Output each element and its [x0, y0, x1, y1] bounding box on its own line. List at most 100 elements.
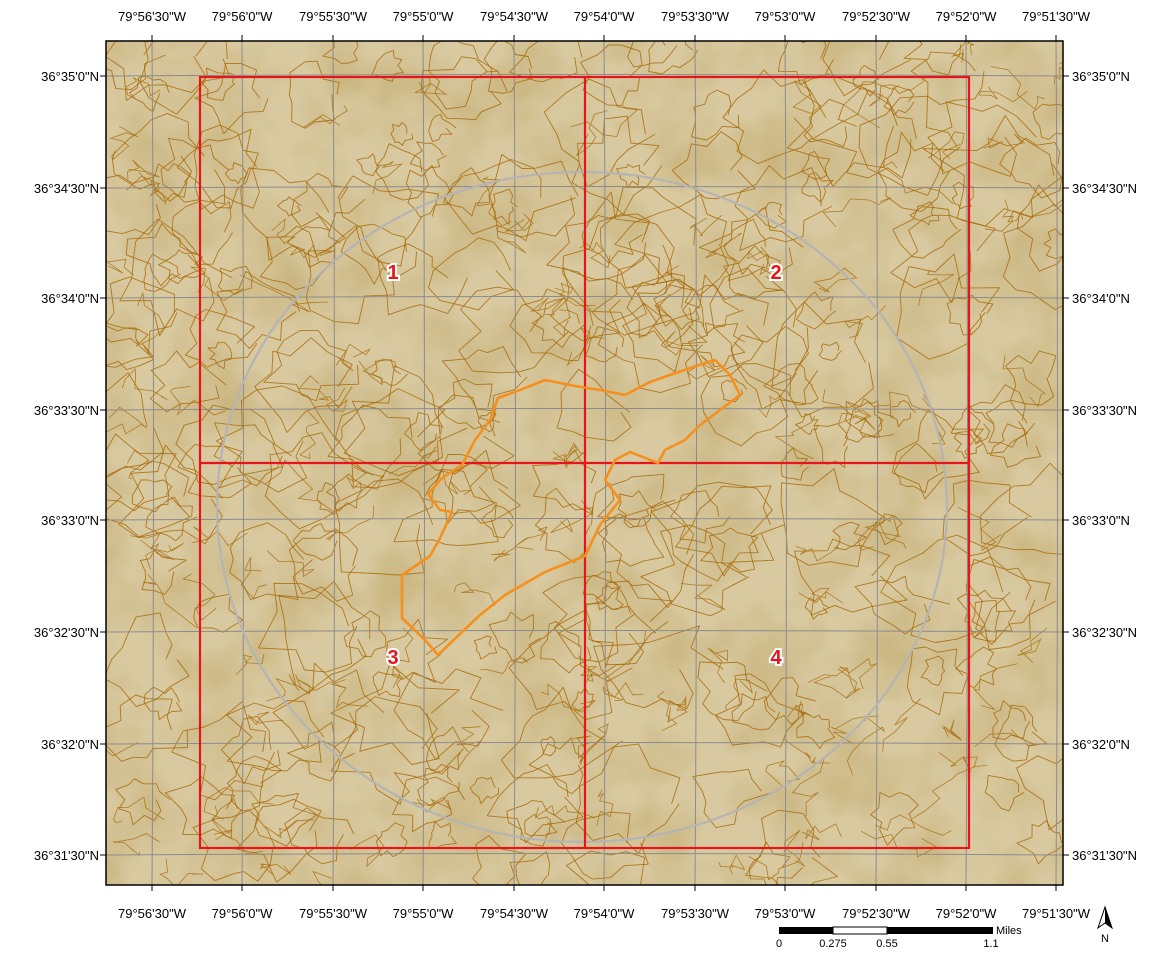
contour-line [1032, 103, 1063, 140]
contour-line [1005, 350, 1057, 406]
longitude-label-bottom: 79°56'0"W [212, 906, 273, 921]
contour-line [288, 528, 359, 602]
contour-line [393, 468, 499, 546]
contour-line [674, 485, 784, 577]
contour-line [648, 41, 699, 75]
latitude-label-right: 36°35'0"N [1072, 69, 1130, 84]
contour-line [303, 105, 348, 128]
contour-line [118, 444, 224, 545]
longitude-labels-bottom: 79°56'30"W 79°56'0"W 79°55'30"W 79°55'0"W 79… [118, 906, 1091, 921]
contour-line [1043, 228, 1063, 260]
contour-line [422, 470, 472, 496]
latitude-label-left: 36°33'0"N [41, 513, 99, 528]
contour-line [838, 412, 876, 431]
contour-line [566, 327, 605, 367]
contour-line [393, 668, 504, 760]
longitude-label-bottom: 79°52'0"W [936, 906, 997, 921]
contour-line [705, 232, 742, 259]
contour-line [358, 358, 397, 386]
contour-line [614, 194, 729, 296]
contour-line [491, 546, 534, 562]
contour-line [106, 325, 154, 371]
contour-line [428, 41, 498, 110]
contour-line [217, 265, 254, 295]
contour-line [528, 737, 584, 795]
contour-line [106, 406, 148, 435]
latitude-label-right: 36°32'30"N [1072, 625, 1137, 640]
contour-line [747, 250, 771, 276]
longitude-label-bottom: 79°52'30"W [842, 906, 911, 921]
contour-line [240, 274, 328, 313]
latitude-label-left: 36°31'30"N [34, 848, 99, 863]
contour-line [377, 243, 468, 316]
contour-line [106, 41, 209, 101]
contour-line [971, 600, 1016, 642]
longitude-label-top: 79°52'30"W [842, 9, 911, 24]
scale-tick-11: 1.1 [983, 938, 998, 950]
latitude-label-left: 36°32'30"N [34, 625, 99, 640]
contour-line [375, 143, 429, 201]
contour-line [891, 409, 984, 500]
contour-line [524, 813, 552, 837]
contour-line [709, 267, 809, 387]
contour-line [896, 253, 1000, 360]
contour-line [265, 674, 300, 702]
contour-line [509, 288, 594, 362]
contour-line [339, 343, 371, 372]
contour-line [278, 580, 371, 693]
contour-line [139, 41, 230, 115]
contour-line [143, 253, 181, 292]
contour-line [857, 515, 898, 551]
contour-line [140, 539, 184, 561]
contour-line [671, 131, 756, 200]
contour-line [950, 404, 994, 444]
site-boundary-outline [400, 358, 742, 657]
contour-line [106, 742, 139, 757]
contour-line [150, 163, 191, 202]
contour-line [312, 870, 332, 885]
contour-line [707, 647, 729, 684]
contour-line [800, 150, 830, 180]
contour-line [795, 291, 837, 330]
contour-line [500, 686, 623, 779]
contour-line [109, 125, 139, 162]
contour-line [578, 655, 597, 683]
contour-line [597, 473, 676, 528]
scale-tick-055: 0.55 [876, 938, 897, 950]
frame-ticks [100, 35, 1069, 891]
contour-line [469, 776, 500, 805]
latitude-label-left: 36°32'0"N [41, 737, 99, 752]
contour-line [240, 557, 268, 600]
scale-tick-0275: 0.275 [819, 938, 847, 950]
contour-line [852, 64, 880, 97]
contour-line [540, 683, 596, 713]
contour-line [697, 661, 768, 722]
contour-line [289, 244, 335, 259]
contour-line [1002, 204, 1063, 311]
contour-line [491, 188, 518, 226]
contour-line [486, 764, 584, 844]
contour-line [322, 41, 359, 64]
contour-line [883, 87, 915, 116]
contour-line [763, 677, 816, 725]
contour-line [171, 701, 276, 801]
contour-line [409, 141, 447, 171]
contour-line [229, 522, 313, 601]
contour-line [540, 621, 592, 674]
contour-line [476, 176, 502, 226]
contour-line [212, 798, 263, 855]
contour-line [909, 201, 940, 226]
contour-line [927, 131, 965, 160]
contour-line [426, 726, 469, 775]
contour-line [984, 199, 1014, 232]
contour-line [247, 711, 284, 726]
contour-line [723, 218, 770, 275]
contour-line [129, 533, 161, 570]
contour-line [299, 411, 320, 460]
contour-line [955, 646, 998, 689]
contour-line [774, 415, 816, 460]
contour-line [942, 479, 1032, 557]
contour-line [417, 763, 460, 807]
contour-line [216, 270, 300, 349]
contour-line [413, 74, 448, 95]
